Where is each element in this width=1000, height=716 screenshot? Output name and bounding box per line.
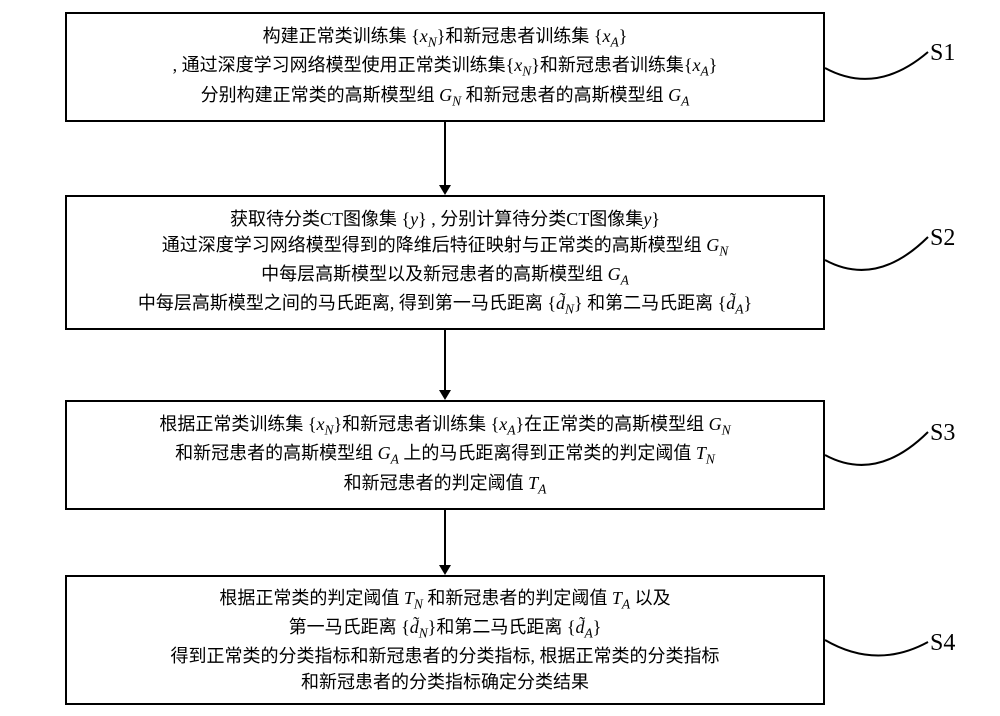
connector-4 bbox=[0, 0, 1000, 716]
